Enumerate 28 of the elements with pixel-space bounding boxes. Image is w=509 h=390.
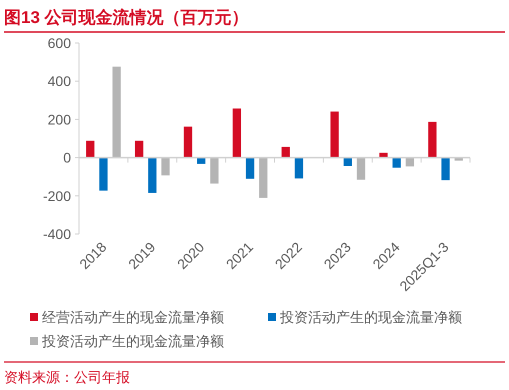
bar xyxy=(428,122,437,158)
y-tick-label: -200 xyxy=(42,188,72,204)
y-tick-label: -400 xyxy=(42,226,72,242)
bar xyxy=(148,158,156,193)
bar xyxy=(330,112,339,158)
bar xyxy=(161,158,170,176)
chart-title: 图13 公司现金流情况（百万元） xyxy=(4,8,249,27)
bar xyxy=(406,158,414,166)
bar xyxy=(232,108,242,158)
bar xyxy=(210,158,219,184)
bar xyxy=(99,158,108,191)
bar xyxy=(294,158,304,178)
y-tick-label: 400 xyxy=(48,73,72,90)
text: 资料来源：公司年报 xyxy=(4,369,130,385)
bar xyxy=(246,158,254,179)
bar xyxy=(356,158,366,180)
y-tick-label: 200 xyxy=(48,111,72,128)
bar xyxy=(86,140,94,158)
y-tick-label: 0 xyxy=(63,150,72,166)
y-tick-label: 600 xyxy=(48,35,72,51)
bar xyxy=(392,158,401,168)
bar xyxy=(344,158,352,166)
bar xyxy=(134,140,144,158)
bar xyxy=(282,146,290,158)
bar xyxy=(112,66,121,158)
bar xyxy=(184,126,192,158)
bar xyxy=(441,158,450,180)
bar xyxy=(259,158,268,198)
